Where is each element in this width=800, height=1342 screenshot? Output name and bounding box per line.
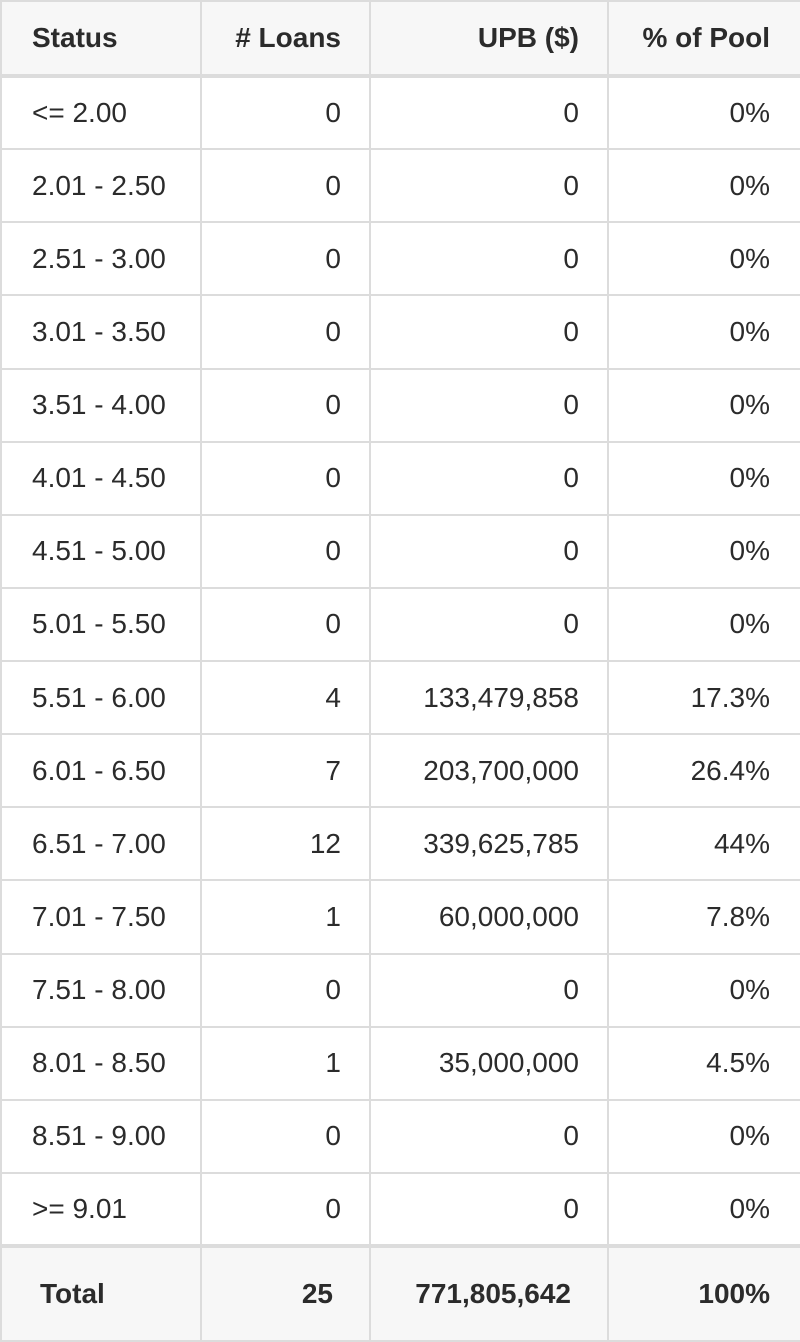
upb-cell: 0 [369,1098,609,1174]
upb-cell: 0 [369,367,609,443]
column-header-loans: # Loans [200,0,371,78]
status-cell: 2.01 - 2.50 [0,148,202,224]
loans-cell: 7 [200,733,371,809]
upb-cell: 0 [369,294,609,370]
upb-cell: 0 [369,440,609,516]
table-row: >= 9.01 0 0 0% [0,1171,800,1248]
table-row: 4.01 - 4.50 0 0 0% [0,440,800,516]
loans-cell: 0 [200,367,371,443]
table-row: 7.51 - 8.00 0 0 0% [0,952,800,1028]
total-row: Total 25 771,805,642 100% [0,1244,800,1342]
loans-cell: 0 [200,74,371,151]
loans-cell: 0 [200,1171,371,1248]
status-cell: 5.51 - 6.00 [0,659,202,736]
status-cell: <= 2.00 [0,74,202,151]
loans-cell: 1 [200,1025,371,1101]
column-header-pct-of-pool: % of Pool [607,0,800,78]
pct-cell: 0% [607,440,800,516]
table-row: 5.51 - 6.00 4 133,479,858 17.3% [0,659,800,736]
status-cell: 8.51 - 9.00 [0,1098,202,1174]
pct-cell: 0% [607,294,800,370]
table-row: 5.01 - 5.50 0 0 0% [0,586,800,663]
upb-cell: 203,700,000 [369,733,609,809]
table-row: 2.01 - 2.50 0 0 0% [0,148,800,224]
pct-cell: 7.8% [607,879,800,955]
column-header-status: Status [0,0,202,78]
table-row: 6.01 - 6.50 7 203,700,000 26.4% [0,733,800,809]
status-cell: >= 9.01 [0,1171,202,1248]
upb-cell: 0 [369,586,609,663]
status-cell: 4.01 - 4.50 [0,440,202,516]
pct-cell: 17.3% [607,659,800,736]
upb-cell: 35,000,000 [369,1025,609,1101]
loans-cell: 0 [200,294,371,370]
upb-cell: 133,479,858 [369,659,609,736]
upb-cell: 0 [369,513,609,589]
pct-cell: 0% [607,221,800,297]
pct-cell: 0% [607,1171,800,1248]
upb-cell: 0 [369,148,609,224]
upb-cell: 60,000,000 [369,879,609,955]
table-row: 8.01 - 8.50 1 35,000,000 4.5% [0,1025,800,1101]
pct-cell: 0% [607,148,800,224]
pct-cell: 0% [607,952,800,1028]
table-row: 3.01 - 3.50 0 0 0% [0,294,800,370]
upb-cell: 0 [369,952,609,1028]
table-row: 6.51 - 7.00 12 339,625,785 44% [0,806,800,882]
loans-cell: 0 [200,221,371,297]
loans-cell: 1 [200,879,371,955]
loans-cell: 0 [200,440,371,516]
status-cell: 7.01 - 7.50 [0,879,202,955]
total-label: Total [0,1244,202,1342]
loans-cell: 4 [200,659,371,736]
column-header-upb: UPB ($) [369,0,609,78]
table-row: 4.51 - 5.00 0 0 0% [0,513,800,589]
table-row: 3.51 - 4.00 0 0 0% [0,367,800,443]
loans-cell: 0 [200,1098,371,1174]
status-cell: 6.01 - 6.50 [0,733,202,809]
loans-cell: 0 [200,952,371,1028]
status-cell: 8.01 - 8.50 [0,1025,202,1101]
total-upb: 771,805,642 [369,1244,609,1342]
upb-cell: 0 [369,74,609,151]
table-row: 2.51 - 3.00 0 0 0% [0,221,800,297]
pct-cell: 0% [607,74,800,151]
table-row: 8.51 - 9.00 0 0 0% [0,1098,800,1174]
status-cell: 6.51 - 7.00 [0,806,202,882]
upb-cell: 0 [369,1171,609,1248]
status-cell: 4.51 - 5.00 [0,513,202,589]
pct-cell: 44% [607,806,800,882]
upb-cell: 0 [369,221,609,297]
loans-cell: 12 [200,806,371,882]
table-row: <= 2.00 0 0 0% [0,74,800,151]
table-row: 7.01 - 7.50 1 60,000,000 7.8% [0,879,800,955]
status-cell: 5.01 - 5.50 [0,586,202,663]
loans-cell: 0 [200,513,371,589]
status-cell: 3.01 - 3.50 [0,294,202,370]
pct-cell: 0% [607,367,800,443]
pct-cell: 4.5% [607,1025,800,1101]
upb-cell: 339,625,785 [369,806,609,882]
status-cell: 7.51 - 8.00 [0,952,202,1028]
loans-cell: 0 [200,586,371,663]
pct-cell: 0% [607,586,800,663]
pct-cell: 26.4% [607,733,800,809]
status-cell: 3.51 - 4.00 [0,367,202,443]
total-loans: 25 [200,1244,371,1342]
table-header-row: Status # Loans UPB ($) % of Pool [0,0,800,78]
total-pct: 100% [607,1244,800,1342]
status-cell: 2.51 - 3.00 [0,221,202,297]
pct-cell: 0% [607,1098,800,1174]
pct-cell: 0% [607,513,800,589]
loans-cell: 0 [200,148,371,224]
